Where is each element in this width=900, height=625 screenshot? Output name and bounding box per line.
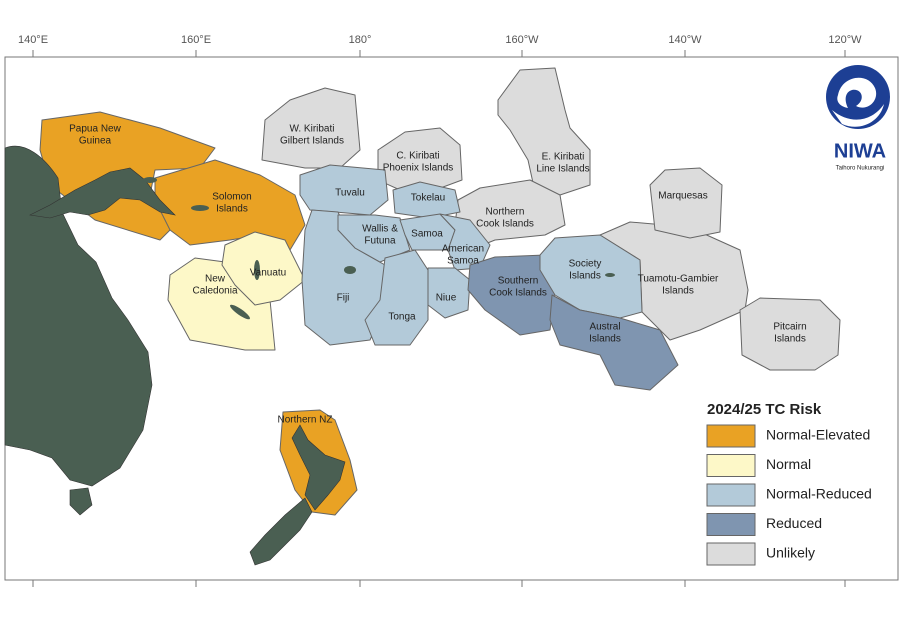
region-label: Pitcairn — [773, 322, 806, 333]
islands — [143, 177, 615, 320]
region-label: Niue — [436, 293, 457, 304]
region — [261, 87, 361, 169]
legend-swatch — [706, 454, 756, 477]
logo-tagline: Taihoro Nukurangi — [836, 166, 885, 172]
region — [364, 249, 429, 346]
region-label: Papua New — [69, 124, 121, 135]
region — [739, 297, 841, 371]
south-island — [249, 497, 313, 566]
island — [605, 273, 615, 277]
region — [167, 257, 276, 351]
region-label: Islands — [589, 334, 621, 345]
legend-swatch — [706, 513, 756, 536]
region-label: Northern NZ — [277, 415, 332, 426]
land — [4, 145, 346, 566]
region-label: E. Kiribati — [542, 152, 585, 163]
island — [254, 260, 260, 280]
region — [467, 254, 556, 336]
region — [549, 294, 679, 391]
legend-swatch — [706, 542, 756, 566]
region-label: Guinea — [79, 136, 112, 147]
region — [392, 181, 461, 219]
tasmania — [69, 487, 93, 516]
longitude-label: 140°E — [18, 34, 48, 46]
region-label: Solomon — [212, 192, 251, 203]
legend: 2024/25 TC Risk Normal-Elevated Normal Nor… — [706, 401, 872, 566]
region-label: Caledonia — [192, 286, 237, 297]
island — [143, 177, 157, 183]
region-label: Tuvalu — [335, 188, 365, 199]
region — [427, 267, 471, 319]
region-label: Cook Islands — [476, 219, 534, 230]
region-label: Islands — [662, 286, 694, 297]
region-label: W. Kiribati — [289, 124, 334, 135]
new-guinea — [29, 167, 176, 219]
island — [191, 205, 209, 211]
region-label: Tuamotu-Gambier — [638, 274, 719, 285]
region-label: Marquesas — [658, 191, 707, 202]
island — [230, 304, 250, 320]
region-label: Austral — [589, 322, 620, 333]
region-label: C. Kiribati — [396, 151, 439, 162]
region — [221, 231, 306, 306]
longitude-label: 160°W — [505, 34, 539, 46]
region-label: Gilbert Islands — [280, 136, 344, 147]
region-label: Islands — [569, 271, 601, 282]
region-label: Wallis & — [362, 224, 398, 235]
region-label: New — [205, 274, 226, 285]
logo-name: NIWA — [834, 140, 886, 162]
longitude-label: 180° — [349, 34, 372, 46]
region-label: Phoenix Islands — [383, 163, 454, 174]
region-label: Northern — [486, 207, 525, 218]
region-label: Futuna — [364, 236, 396, 247]
north-island — [291, 424, 346, 511]
region — [439, 213, 491, 271]
region — [649, 167, 723, 239]
region-label: Tonga — [388, 312, 416, 323]
region-label: Tokelau — [411, 193, 445, 204]
logo-mark — [826, 65, 890, 129]
region — [539, 234, 643, 319]
longitude-label: 140°W — [668, 34, 702, 46]
australia — [4, 145, 153, 487]
legend-label: Normal — [766, 456, 811, 472]
region-label: Line Islands — [536, 164, 589, 175]
region-label: Islands — [216, 204, 248, 215]
region-label: Islands — [774, 334, 806, 345]
legend-title: 2024/25 TC Risk — [707, 401, 822, 418]
region-label: American — [442, 244, 484, 255]
longitude-label: 160°E — [181, 34, 211, 46]
legend-label: Unlikely — [766, 545, 815, 561]
legend-swatch — [706, 424, 756, 448]
logo-swirl — [837, 77, 877, 108]
region-label: Southern — [498, 276, 539, 287]
logo-swirl — [832, 104, 884, 127]
longitude-axis: 140°E 160°E 180° 160°W 140°W 120°W — [18, 34, 862, 587]
longitude-label: 120°W — [828, 34, 862, 46]
legend-label: Reduced — [766, 515, 822, 531]
region-label: Fiji — [337, 293, 350, 304]
island — [344, 266, 356, 274]
region-label: Cook Islands — [489, 288, 547, 299]
region-label: Vanuatu — [250, 268, 287, 279]
region-label: Samoa — [411, 229, 443, 240]
logo: NIWA Taihoro Nukurangi — [826, 65, 890, 172]
region-label: Samoa — [447, 256, 479, 267]
legend-swatch — [706, 483, 756, 507]
region-label: Society — [569, 259, 602, 270]
legend-label: Normal-Reduced — [766, 486, 872, 502]
legend-label: Normal-Elevated — [766, 427, 870, 443]
region — [497, 67, 591, 196]
